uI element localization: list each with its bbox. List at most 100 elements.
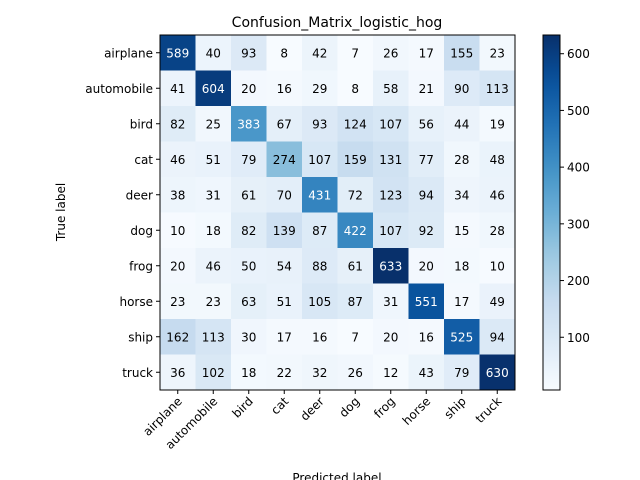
heatmap-cell: [337, 141, 374, 178]
heatmap-cell: [479, 141, 516, 178]
heatmap-cell: [408, 283, 445, 320]
cell-value-label: 8: [351, 82, 359, 96]
cell-value-label: 18: [206, 224, 221, 238]
heatmap-cell: [444, 212, 480, 249]
y-tick-label: horse: [119, 295, 153, 309]
x-tick-label: ship: [441, 394, 468, 421]
heatmap-cell: [195, 70, 232, 107]
heatmap-cell: [195, 141, 232, 178]
heatmap-cell: [408, 70, 445, 107]
cell-value-label: 124: [344, 117, 367, 131]
cell-value-label: 61: [241, 188, 256, 202]
heatmap-cell: [408, 354, 445, 391]
cell-value-label: 20: [241, 82, 256, 96]
cell-value-label: 525: [450, 330, 473, 344]
heatmap-cell: [373, 106, 409, 142]
heatmap-cell: [266, 177, 303, 213]
cell-value-label: 113: [486, 82, 509, 96]
heatmap-cell: [160, 354, 196, 391]
colorbar-tick-label: 400: [567, 161, 590, 175]
heatmap-cell: [337, 70, 374, 107]
cell-value-label: 88: [312, 259, 327, 273]
plot-frame: [159, 34, 516, 391]
x-axis-label: Predicted label: [292, 471, 381, 480]
cell-value-label: 56: [419, 117, 434, 131]
cell-value-label: 31: [206, 188, 221, 202]
heatmap-cell: [266, 70, 303, 107]
heatmap-cell: [160, 283, 196, 320]
cell-value-label: 82: [170, 117, 185, 131]
cell-value-label: 23: [490, 46, 505, 60]
heatmap-cell: [373, 70, 409, 107]
cell-value-label: 28: [490, 224, 505, 238]
cell-value-label: 46: [170, 153, 185, 167]
heatmap-cell: [195, 248, 232, 284]
cell-value-label: 92: [419, 224, 434, 238]
y-tick-label: deer: [126, 188, 153, 202]
colorbar-tick-label: 500: [567, 104, 590, 118]
cell-value-label: 633: [379, 259, 402, 273]
heatmap-cell: [444, 35, 480, 71]
heatmap-cell: [302, 70, 338, 107]
heatmap-cell: [373, 177, 409, 213]
cell-value-label: 102: [202, 366, 225, 380]
heatmap-cell: [337, 319, 374, 355]
heatmap-cell: [231, 354, 267, 391]
heatmap-cell: [302, 212, 338, 249]
cell-value-label: 23: [206, 295, 221, 309]
y-tick-label: cat: [134, 153, 153, 167]
heatmap-cell: [479, 177, 516, 213]
colorbar-tick-label: 300: [567, 217, 590, 231]
heatmap-cell: [231, 283, 267, 320]
cell-value-label: 63: [241, 295, 256, 309]
cell-value-label: 15: [454, 224, 469, 238]
cell-value-label: 551: [415, 295, 438, 309]
cell-value-label: 58: [383, 82, 398, 96]
cell-value-label: 48: [490, 153, 505, 167]
cell-value-label: 28: [454, 153, 469, 167]
heatmap-cell: [160, 70, 196, 107]
colorbar-tick-label: 600: [567, 47, 590, 61]
cell-value-label: 274: [273, 153, 296, 167]
heatmap-cell: [195, 177, 232, 213]
heatmap-cell: [408, 319, 445, 355]
y-axis-ticks: airplane automobile bird cat deer dog frog hors…: [85, 46, 160, 380]
cell-value-label: 107: [379, 117, 402, 131]
cell-value-label: 61: [348, 259, 363, 273]
cell-value-label: 51: [206, 153, 221, 167]
cell-value-label: 23: [170, 295, 185, 309]
cell-value-label: 17: [454, 295, 469, 309]
heatmap-cell: [408, 248, 445, 284]
cell-value-label: 7: [351, 330, 359, 344]
cell-value-label: 46: [206, 259, 221, 273]
cell-value-label: 41: [170, 82, 185, 96]
cell-value-label: 422: [344, 224, 367, 238]
heatmap-cell: [444, 70, 480, 107]
cell-value-label: 105: [308, 295, 331, 309]
heatmap-cell: [160, 35, 196, 71]
y-tick-label: dog: [130, 224, 153, 238]
cell-value-label: 159: [344, 153, 367, 167]
y-axis-label: True label: [54, 183, 68, 242]
heatmap-cell: [337, 177, 374, 213]
cell-value-label: 113: [202, 330, 225, 344]
cell-value-label: 17: [277, 330, 292, 344]
heatmap-cell: [337, 283, 374, 320]
cell-value-label: 131: [379, 153, 402, 167]
cell-value-label: 90: [454, 82, 469, 96]
cell-value-label: 17: [419, 46, 434, 60]
heatmap-cell: [408, 212, 445, 249]
cell-value-label: 16: [312, 330, 327, 344]
cell-value-label: 431: [308, 188, 331, 202]
x-tick-label: frog: [371, 394, 398, 421]
heatmap-cell: [479, 106, 516, 142]
cell-value-label: 604: [202, 82, 225, 96]
heatmap-cell: [408, 141, 445, 178]
x-tick-label: horse: [400, 394, 434, 428]
heatmap-cells: [160, 35, 516, 391]
cell-value-label: 18: [454, 259, 469, 273]
heatmap-cell: [373, 319, 409, 355]
